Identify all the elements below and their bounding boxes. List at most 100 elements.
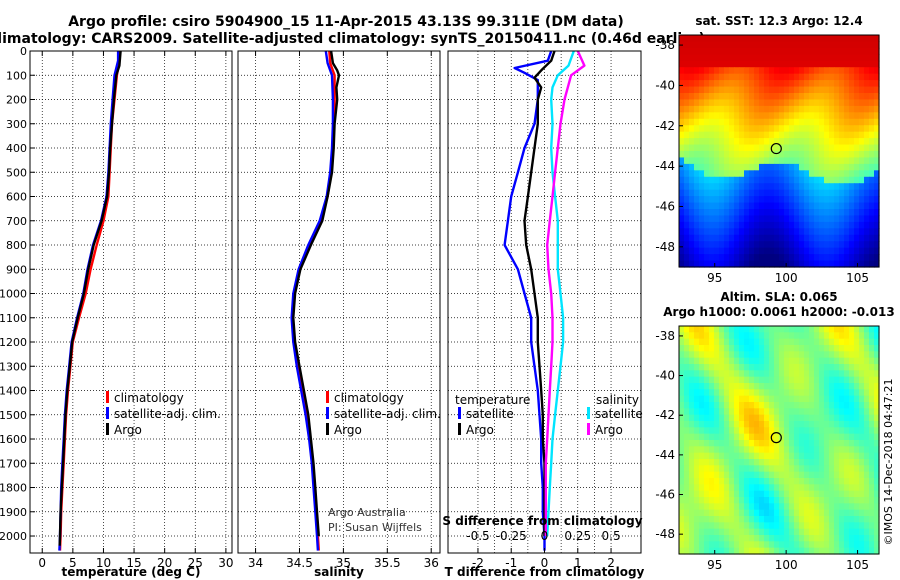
map-cell [789,326,795,333]
map-cell [724,490,730,498]
map-cell [759,402,765,409]
map-cell [874,131,880,139]
map-cell [749,389,755,397]
map-cell [864,459,870,466]
map-cell [749,478,755,485]
map-cell [734,67,740,75]
map-cell [709,351,715,359]
map-cell [789,118,795,126]
map-cell [734,414,740,422]
map-cell [774,47,780,55]
map-cell [719,247,725,255]
map-cell [694,118,700,126]
map-cell [759,157,765,165]
map-cell [694,93,700,101]
map-cell [754,73,760,81]
map-cell [694,80,700,88]
map-cell [739,80,745,88]
map-cell [749,484,755,492]
map-cell [804,189,810,197]
map-cell [814,93,820,101]
map-cell [844,73,850,81]
map-cell [839,67,845,75]
map-cell [694,189,700,197]
map-cell [679,73,685,81]
map-cell [764,503,770,511]
map-cell [819,408,825,416]
map-cell [679,433,685,441]
map-cell [699,459,705,466]
map-cell [694,490,700,498]
map-cell [684,345,690,352]
map-cell [849,86,855,94]
map-cell [824,67,830,75]
map-cell [754,93,760,101]
map-cell [779,125,785,133]
map-cell [734,80,740,88]
map-cell [694,163,700,171]
map-cell [684,202,690,210]
map-cell [694,528,700,536]
map-cell [774,99,780,107]
map-cell [819,370,825,378]
map-cell [749,516,755,523]
map-cell [859,234,865,242]
map-cell [784,47,790,55]
map-cell [864,54,870,62]
map-cell [834,215,840,223]
map-cell [839,80,845,88]
map-cell [864,535,870,542]
map-cell [809,112,815,120]
map-cell [759,478,765,485]
map-cell [839,478,845,485]
map-cell [744,183,750,191]
map-cell [819,414,825,422]
map-cell [864,389,870,397]
map-cell [784,357,790,365]
map-cell [784,73,790,81]
map-cell [749,260,755,268]
map-cell [729,395,735,403]
x-axis-label: temperature (deg C) [62,565,201,579]
map-cell [744,67,750,75]
map-cell [844,41,850,49]
map-cell [849,427,855,435]
map-cell [794,118,800,126]
map-cell [834,345,840,352]
map-y-tick-label: -48 [655,527,675,541]
map-cell [859,503,865,511]
map-cell [839,157,845,165]
map-cell [829,383,835,390]
map-cell [689,547,695,555]
map-cell [789,215,795,223]
map-cell [874,189,880,197]
map-cell [779,202,785,210]
map-cell [844,402,850,409]
map-cell [794,376,800,384]
map-cell [769,364,775,371]
map-cell [694,151,700,159]
map-cell [799,503,805,511]
map-cell [804,497,810,504]
map-cell [729,503,735,511]
map-cell [689,421,695,428]
map-cell [779,176,785,184]
map-cell [709,497,715,504]
map-cell [714,338,720,346]
map-cell [809,370,815,378]
map-cell [849,376,855,384]
map-cell [769,209,775,217]
map-cell [824,215,830,223]
map-cell [739,465,745,473]
map-cell [754,67,760,75]
map-cell [814,547,820,555]
map-cell [784,202,790,210]
map-cell [829,440,835,447]
series-line-2 [292,50,341,537]
map-cell [844,151,850,159]
map-cell [689,228,695,236]
map-cell [699,357,705,365]
map-cell [709,67,715,75]
map-cell [824,357,830,365]
map-cell [774,35,780,43]
